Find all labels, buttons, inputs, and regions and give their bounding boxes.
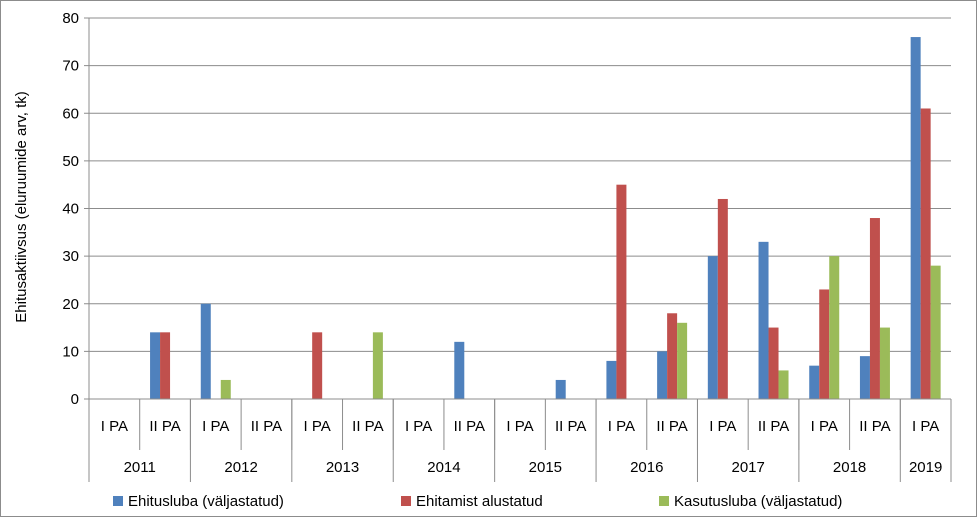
bar (616, 184, 627, 399)
x-tick-label: II PA (352, 418, 383, 435)
y-tick-label: 10 (62, 343, 79, 360)
y-tick-label: 70 (62, 58, 79, 75)
bar (758, 241, 769, 399)
x-tick-label: I PA (811, 418, 838, 435)
legend-label: Ehitamist alustatud (416, 493, 543, 510)
y-axis-label: Ehitusaktiivsus (eluruumide arv, tk) (13, 91, 30, 322)
y-tick-label: 0 (71, 391, 79, 408)
x-tick-label: II PA (859, 418, 890, 435)
x-year-label: 2012 (224, 459, 257, 476)
bar (920, 108, 931, 400)
bar (910, 37, 921, 400)
bar (372, 332, 383, 399)
x-tick-label: I PA (608, 418, 635, 435)
y-tick-label: 60 (62, 105, 79, 122)
bar (707, 256, 718, 399)
bar (667, 313, 678, 399)
x-tick-label: I PA (709, 418, 736, 435)
x-year-label: 2019 (909, 459, 942, 476)
y-tick-label: 50 (62, 153, 79, 170)
bar (778, 370, 789, 399)
legend-swatch (401, 496, 411, 506)
legend-swatch (113, 496, 123, 506)
bar (160, 332, 171, 399)
x-tick-label: II PA (251, 418, 282, 435)
x-tick-label: II PA (758, 418, 789, 435)
x-tick-label: II PA (454, 418, 485, 435)
bar (809, 365, 820, 399)
x-tick-label: I PA (506, 418, 533, 435)
x-tick-label: II PA (555, 418, 586, 435)
legend-label: Ehitusluba (väljastatud) (128, 493, 284, 510)
bar (879, 327, 890, 399)
bar (657, 351, 668, 399)
y-tick-label: 40 (62, 201, 79, 218)
x-year-label: 2015 (529, 459, 562, 476)
bar (869, 218, 880, 399)
bar (312, 332, 323, 399)
y-tick-label: 20 (62, 296, 79, 313)
bar (768, 327, 779, 399)
gridlines (89, 17, 951, 352)
x-tick-label: II PA (656, 418, 687, 435)
x-tick-label: I PA (912, 418, 939, 435)
bar (200, 303, 211, 399)
bar (829, 256, 840, 399)
x-tick-label: I PA (304, 418, 331, 435)
legend-label: Kasutusluba (väljastatud) (674, 493, 842, 510)
y-tick-labels: 0 10 20 30 40 50 60 70 80 (62, 10, 79, 408)
bar (930, 265, 941, 399)
x-tick-label: II PA (149, 418, 180, 435)
bar (717, 198, 728, 399)
x-tick-labels: I PA II PA I PA II PA I PA II PA I PA II PA I PA… (101, 418, 943, 476)
x-tick-label: I PA (405, 418, 432, 435)
x-year-label: 2017 (731, 459, 764, 476)
x-tick-label: I PA (101, 418, 128, 435)
x-year-label: 2018 (833, 459, 866, 476)
axes (84, 17, 952, 482)
x-year-label: 2013 (326, 459, 359, 476)
bar (454, 341, 465, 399)
legend-swatch (659, 496, 669, 506)
x-year-label: 2011 (124, 459, 156, 476)
bar (220, 379, 231, 399)
y-tick-label: 30 (62, 248, 79, 265)
x-tick-label: I PA (202, 418, 229, 435)
bar (819, 289, 830, 399)
bar (150, 332, 161, 399)
x-year-label: 2016 (630, 459, 663, 476)
bar (606, 360, 617, 399)
bar (677, 322, 688, 399)
bar (555, 379, 566, 399)
bar (859, 356, 870, 399)
x-year-label: 2014 (427, 459, 460, 476)
legend: Ehitusluba (väljastatud) Ehitamist alusta… (113, 493, 842, 510)
y-tick-label: 80 (62, 10, 79, 27)
bars (150, 37, 941, 400)
